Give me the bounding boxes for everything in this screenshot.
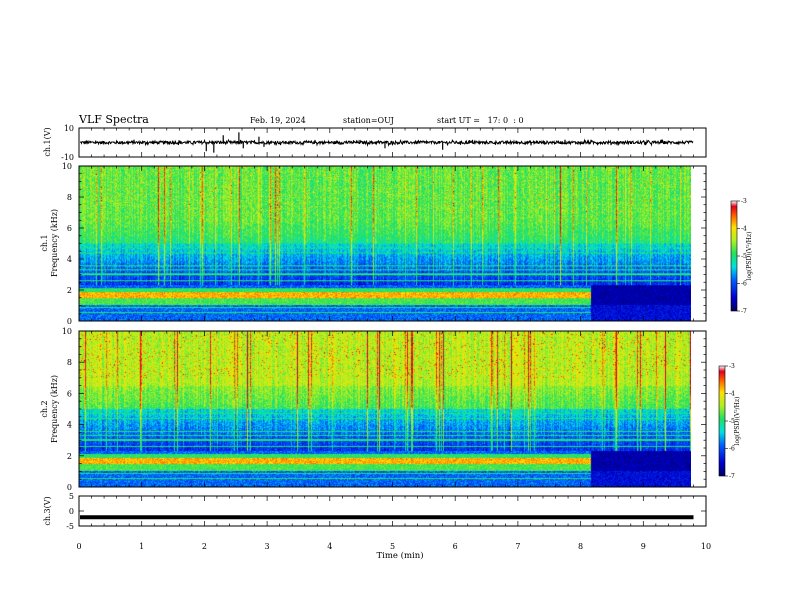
ch1-ytick-label: 4: [67, 255, 72, 264]
ch1-ytick-label: 2: [67, 286, 72, 295]
ch1-colorbar-label: log(PSD)(V²/Hz): [746, 232, 753, 281]
ch2-colorbar-label: log(PSD)(V²/Hz): [734, 397, 741, 446]
figure-start-time: start UT = 17: 0 : 0: [437, 116, 524, 125]
x-tick-label: 8: [578, 542, 583, 551]
figure-station: station=OUJ: [343, 116, 394, 125]
ch1-spectrogram-ylabel-freq: Frequency (kHz): [50, 209, 59, 277]
ch2-ytick-label: 6: [67, 389, 72, 398]
ch1-waveform-ylabel: ch.1(V): [43, 127, 52, 156]
colorbar-tick-label: -5: [729, 418, 735, 425]
ch1-colorbar: [730, 200, 738, 312]
ch1-spectrogram-image: [79, 166, 691, 321]
ch2-ytick-label: 2: [67, 452, 72, 461]
ch3-waveform-panel: 5 0 -5 ch.3(V): [43, 492, 707, 531]
ch1-ytick-label: 6: [67, 224, 72, 233]
ch1-ytick-top: 10: [64, 124, 74, 133]
colorbar-tick-label: -6: [741, 281, 747, 288]
ch3-ytick-top: 5: [69, 492, 74, 501]
x-axis-label: Time (min): [376, 550, 423, 561]
colorbar-tick-label: -5: [741, 253, 747, 260]
colorbar-tick-label: -6: [729, 446, 735, 453]
x-tick-label: 5: [390, 542, 395, 551]
figure-date: Feb. 19, 2024: [250, 116, 306, 125]
colorbar-tick-label: -4: [729, 391, 735, 398]
x-tick-labels: 0 1 2 3 4 5 6 7 8 9 10: [76, 542, 711, 551]
ch1-waveform-panel: 10 -10 ch.1(V): [43, 124, 707, 162]
ch2-ytick-label: 8: [67, 358, 72, 367]
ch1-spectrogram-ylabel-channel: ch.1: [40, 234, 49, 251]
x-tick-label: 3: [265, 542, 270, 551]
x-tick-label: 9: [641, 542, 646, 551]
figure-title: VLF Spectra: [78, 113, 149, 126]
x-tick-label: 1: [139, 542, 144, 551]
x-tick-label: 6: [453, 542, 458, 551]
ch1-waveform-spikes: [205, 132, 444, 153]
ch1-ytick-label: 0: [67, 317, 72, 326]
ch3-waveform-ylabel: ch.3(V): [43, 496, 52, 525]
x-tick-label: 2: [202, 542, 207, 551]
x-tick-label: 10: [701, 542, 711, 551]
colorbar-tick-label: -7: [729, 473, 735, 480]
ch2-colorbar: [718, 365, 726, 477]
ch2-ytick-label: 4: [67, 421, 72, 430]
ch1-ytick-label: 8: [67, 193, 72, 202]
x-tick-label: 4: [327, 542, 332, 551]
colorbar-tick-label: -7: [741, 308, 747, 315]
ch1-ytick-bottom: -10: [61, 153, 74, 162]
x-tick-label: 7: [515, 542, 520, 551]
colorbar-tick-label: -3: [741, 198, 747, 205]
colorbar-tick-label: -3: [729, 363, 735, 370]
ch3-ytick-bottom: -5: [66, 522, 74, 531]
ch1-ytick-label: 10: [62, 162, 72, 171]
ch2-ytick-label: 0: [67, 483, 72, 492]
ch2-spectrogram-ylabel-freq: Frequency (kHz): [50, 375, 59, 443]
x-tick-label: 0: [76, 542, 81, 551]
ch1-waveform-trace: [80, 138, 694, 148]
colorbar-tick-label: -4: [741, 226, 747, 233]
ch2-spectrogram-image: [79, 331, 691, 487]
ch3-ytick-mid: 0: [69, 507, 74, 516]
ch2-spectrogram-ylabel-channel: ch.2: [40, 400, 49, 417]
ch2-ytick-label: 10: [62, 327, 72, 336]
